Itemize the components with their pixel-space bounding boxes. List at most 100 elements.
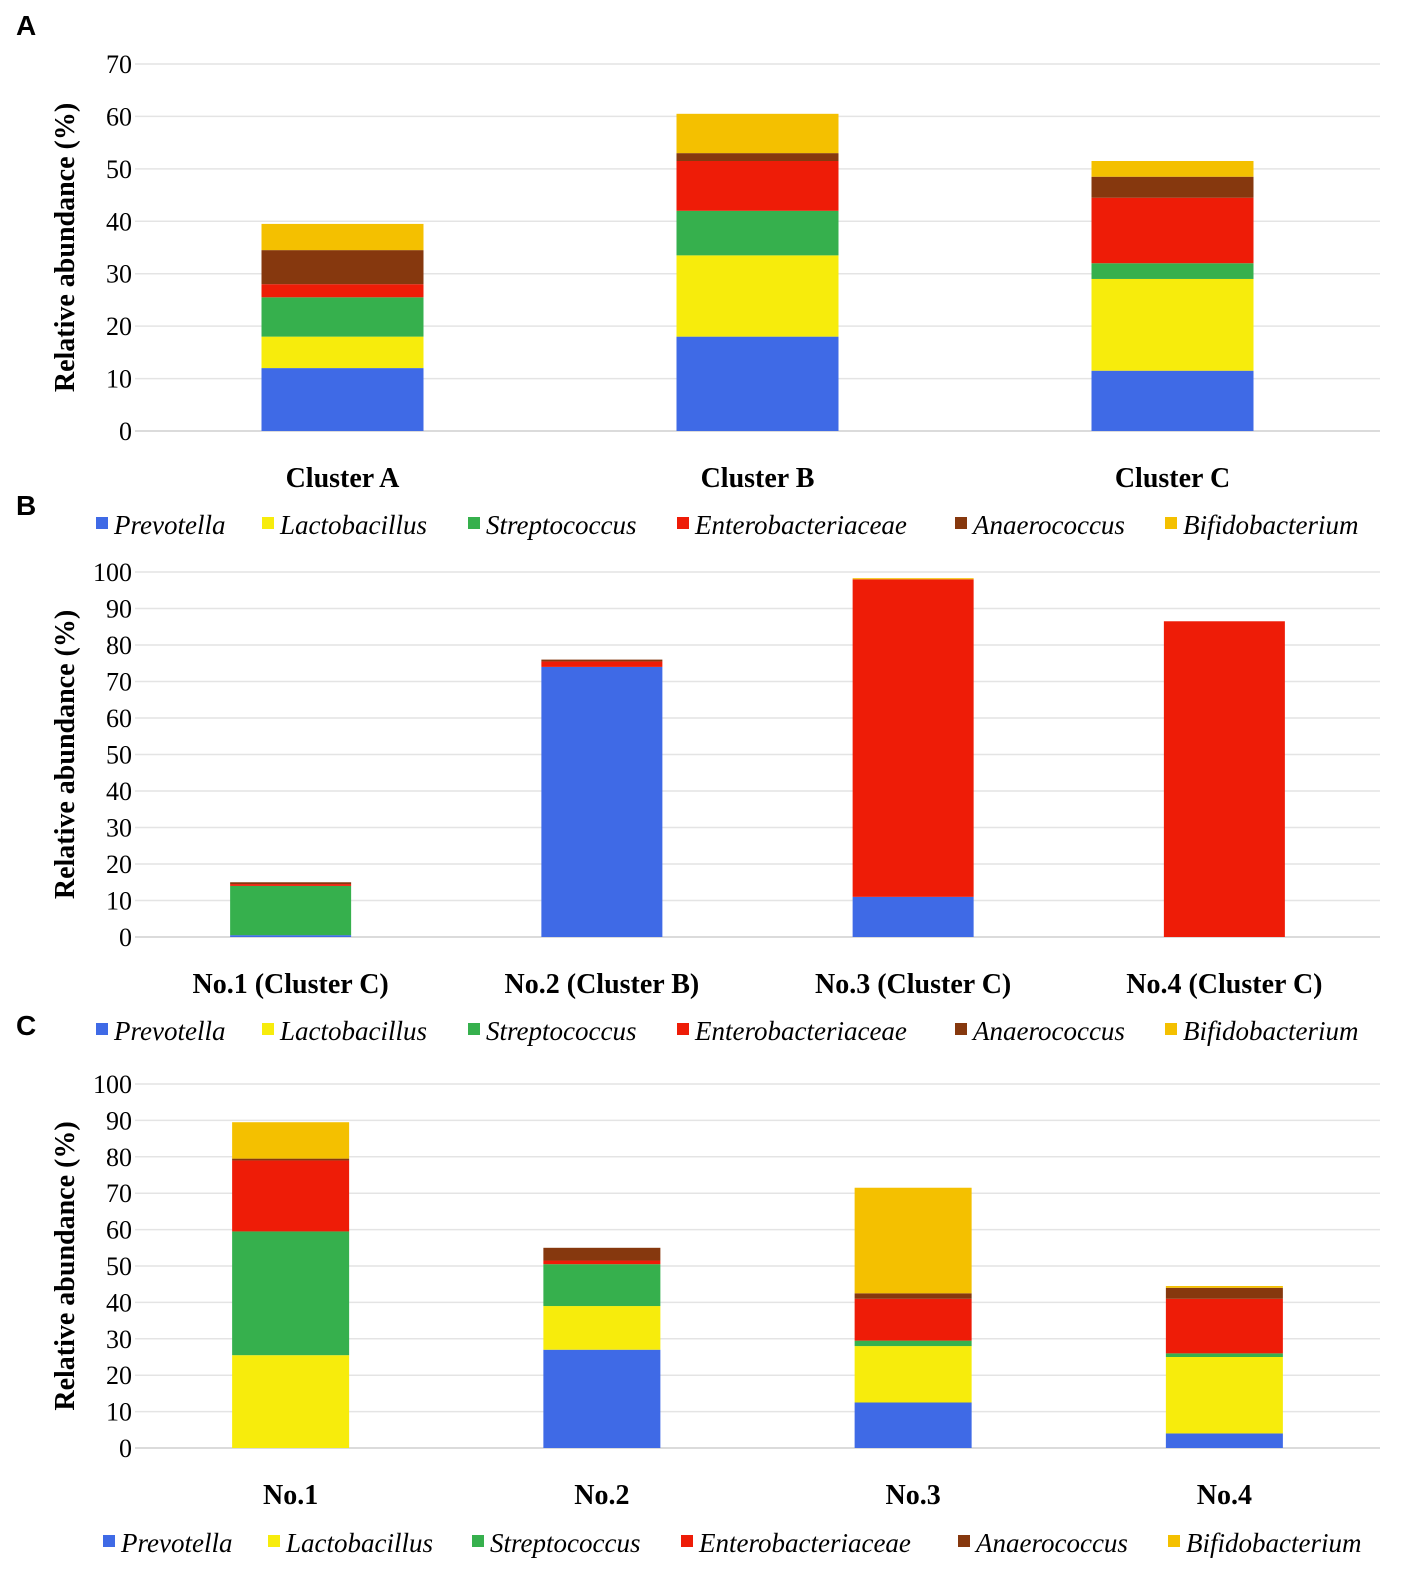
x-category-label: Cluster B <box>701 463 815 494</box>
bar-segment-anaerococcus <box>1165 1287 1283 1299</box>
bar-segment-anaerococcus <box>541 659 663 662</box>
bar-segment-bifidobacterium <box>1091 160 1254 177</box>
legend-swatch <box>96 517 108 529</box>
bar-segment-streptococcus <box>230 885 352 936</box>
legend-label: Bifidobacterium <box>1186 1528 1361 1558</box>
chart-panel-b: 0 10 20 30 40 50 60 70 80 90 100 Relative abundance… <box>50 558 1380 1046</box>
legend-label: Lactobacillus <box>279 510 427 540</box>
legend-swatch <box>955 517 967 529</box>
bar-segment-anaerococcus <box>676 153 839 161</box>
legend-label: Lactobacillus <box>279 1016 427 1046</box>
y-tick-label: 80 <box>106 1143 132 1172</box>
bar-segment-enterobacteriaceae <box>854 1298 972 1341</box>
bar-segment-bifidobacterium <box>1165 1286 1283 1288</box>
bar-segment-enterobacteriaceae <box>232 1160 350 1232</box>
x-category-label: No.4 (Cluster C) <box>1126 969 1322 1000</box>
x-category-label: No.3 (Cluster C) <box>815 969 1011 1000</box>
y-tick-label: 10 <box>106 1398 132 1427</box>
legend-label: Enterobacteriaceae <box>694 1016 907 1046</box>
legend-label: Prevotella <box>120 1528 232 1558</box>
bar-segment-lactobacillus <box>232 1355 350 1448</box>
bar-segment-lactobacillus <box>261 336 424 369</box>
legend-label: Prevotella <box>113 510 225 540</box>
y-tick-label: 0 <box>119 1434 132 1463</box>
bar-segment-anaerococcus <box>232 1158 350 1161</box>
y-tick-label: 10 <box>106 365 132 394</box>
y-tick-label: 60 <box>106 1216 132 1245</box>
legend-swatch <box>677 517 689 529</box>
legend-swatch <box>262 517 274 529</box>
bar-segment-streptococcus <box>1165 1353 1283 1357</box>
panel-label-b: B <box>16 490 37 521</box>
bar-segment-enterobacteriaceae <box>541 661 663 667</box>
legend-swatch <box>955 1023 967 1035</box>
bar-segment-enterobacteriaceae <box>676 160 839 211</box>
y-tick-label: 90 <box>106 1106 132 1135</box>
bar-segment-bifidobacterium <box>261 223 424 251</box>
bar-segment-streptococcus <box>676 210 839 256</box>
y-tick-label: 10 <box>106 887 132 916</box>
y-tick-label: 20 <box>106 312 132 341</box>
y-tick-label: 40 <box>106 777 132 806</box>
y-tick-label: 80 <box>106 631 132 660</box>
bar-segment-enterobacteriaceae <box>1091 197 1254 264</box>
x-category-label: No.2 (Cluster B) <box>505 969 700 1000</box>
legend-swatch <box>468 1023 480 1035</box>
chart-panel-c: 0 10 20 30 40 50 60 70 80 90 100 Relative abundance… <box>50 1070 1380 1558</box>
legend-label: Streptococcus <box>486 1016 636 1046</box>
y-tick-label: 20 <box>106 1361 132 1390</box>
y-tick-label: 0 <box>119 923 132 952</box>
legend-swatch <box>472 1535 484 1547</box>
bar-segment-prevotella <box>541 666 663 937</box>
bar-segment-streptococcus <box>232 1231 350 1356</box>
bar-segment-anaerococcus <box>230 882 352 885</box>
bar-segment-enterobacteriaceae <box>1165 1298 1283 1354</box>
x-category-label: No.2 <box>574 1480 629 1511</box>
panel-label-a: A <box>16 10 37 41</box>
legend-swatch <box>103 1535 115 1547</box>
bar-segment-enterobacteriaceae <box>852 579 974 897</box>
y-tick-label: 30 <box>106 260 132 289</box>
bar-segment-lactobacillus <box>1091 278 1254 371</box>
y-tick-label: 100 <box>93 1070 132 1099</box>
bar-segment-prevotella <box>230 935 352 937</box>
bar-segment-prevotella <box>543 1349 661 1448</box>
bar-segment-anaerococcus <box>1091 176 1254 198</box>
bar-segment-lactobacillus <box>1165 1357 1283 1434</box>
legend-swatch <box>958 1535 970 1547</box>
bar-segment-enterobacteriaceae <box>230 884 352 886</box>
y-tick-label: 40 <box>106 207 132 236</box>
y-tick-label: 50 <box>106 741 132 770</box>
legend-label: Anaerococcus <box>971 510 1125 540</box>
legend-swatch <box>1168 1535 1180 1547</box>
bar-segment-prevotella <box>852 896 974 937</box>
y-tick-label: 70 <box>106 50 132 79</box>
bar-segment-lactobacillus <box>543 1306 661 1350</box>
bar-segment-anaerococcus <box>261 250 424 285</box>
y-tick-label: 60 <box>106 102 132 131</box>
legend-label: Prevotella <box>113 1016 225 1046</box>
y-tick-label: 20 <box>106 850 132 879</box>
x-category-label: No.1 (Cluster C) <box>193 969 389 1000</box>
legend-label: Anaerococcus <box>974 1528 1128 1558</box>
bar-segment-bifidobacterium <box>232 1122 350 1159</box>
y-axis-label: Relative abundance (%) <box>50 103 81 392</box>
bar-segment-streptococcus <box>1091 263 1254 279</box>
legend-swatch <box>96 1023 108 1035</box>
y-tick-label: 100 <box>93 558 132 587</box>
bar-segment-enterobacteriaceae <box>261 284 424 298</box>
y-tick-label: 70 <box>106 1179 132 1208</box>
bar-segment-bifidobacterium <box>676 113 839 154</box>
y-tick-label: 30 <box>106 814 132 843</box>
y-tick-label: 50 <box>106 1252 132 1281</box>
legend-label: Anaerococcus <box>971 1016 1125 1046</box>
bar-segment-prevotella <box>676 336 839 431</box>
bar-segment-lactobacillus <box>676 255 839 337</box>
legend-swatch <box>262 1023 274 1035</box>
legend-swatch <box>1165 517 1177 529</box>
bar-segment-streptococcus <box>854 1340 972 1347</box>
legend-label: Lactobacillus <box>285 1528 433 1558</box>
legend-label: Streptococcus <box>490 1528 640 1558</box>
bar-segment-streptococcus <box>261 297 424 337</box>
y-tick-label: 90 <box>106 595 132 624</box>
